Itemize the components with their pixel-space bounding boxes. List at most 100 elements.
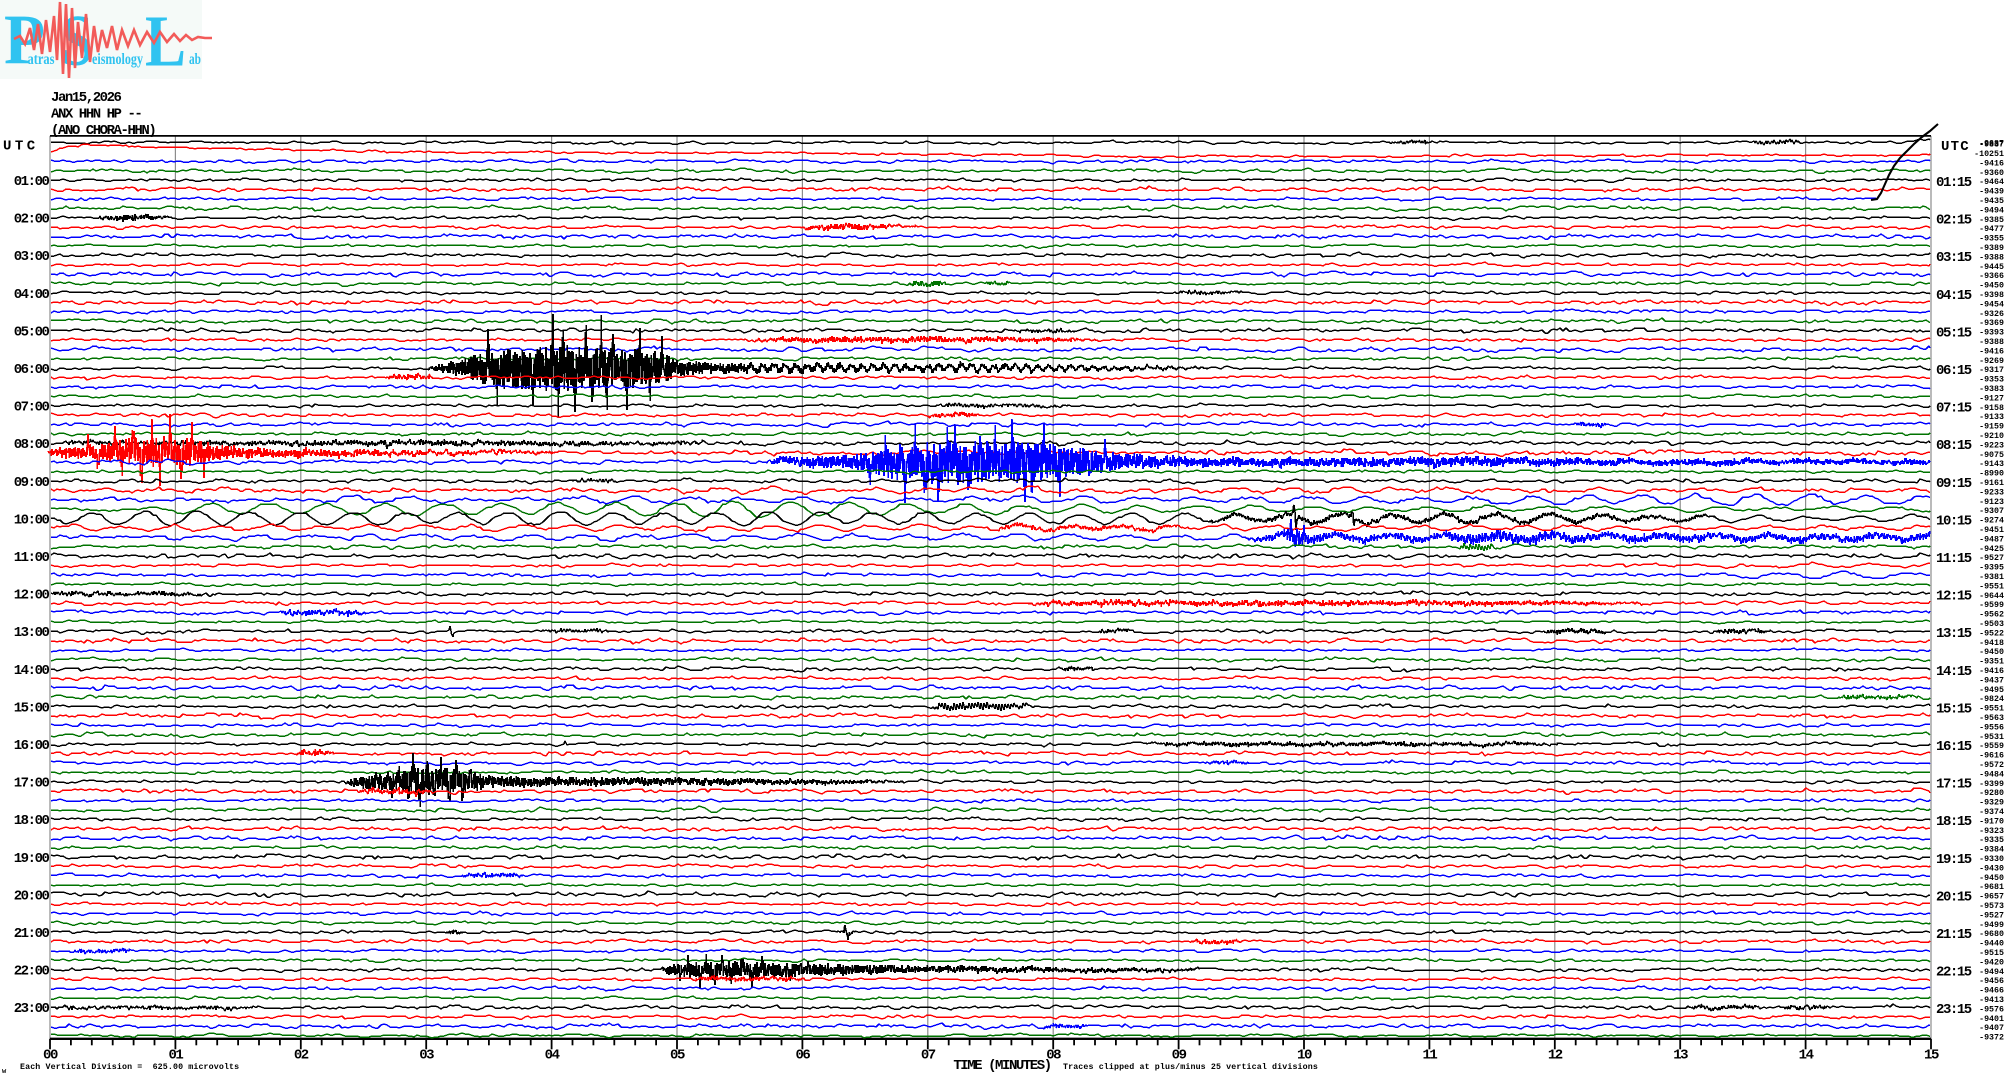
svg-text:-9435: -9435	[1979, 197, 2004, 206]
svg-text:-9388: -9388	[1979, 338, 2004, 347]
svg-text:-9307: -9307	[1979, 507, 2004, 516]
svg-text:Jan15,2026: Jan15,2026	[51, 90, 122, 106]
svg-text:21:15: 21:15	[1936, 927, 1972, 943]
svg-text:-9389: -9389	[1979, 244, 2004, 253]
svg-text:-9398: -9398	[1979, 291, 2004, 300]
svg-text:14:15: 14:15	[1936, 664, 1972, 680]
svg-text:-9323: -9323	[1979, 827, 2004, 836]
svg-text:w: w	[2, 1068, 7, 1076]
svg-text:-9681: -9681	[1979, 883, 2004, 892]
svg-text:-9416: -9416	[1979, 667, 2004, 676]
svg-text:-9388: -9388	[1979, 253, 2004, 262]
svg-text:-9551: -9551	[1979, 705, 2004, 714]
svg-text:-9385: -9385	[1979, 216, 2004, 225]
svg-text:-8990: -8990	[1979, 470, 2004, 479]
svg-text:13:15: 13:15	[1936, 626, 1972, 642]
svg-text:-9326: -9326	[1979, 310, 2004, 319]
svg-text:-9372: -9372	[1979, 1034, 2004, 1043]
svg-text:-9369: -9369	[1979, 319, 2004, 328]
svg-text:-9515: -9515	[1979, 949, 2004, 958]
svg-text:-10251: -10251	[1974, 150, 2004, 159]
svg-text:eismology: eismology	[92, 51, 143, 68]
svg-text:-9127: -9127	[1979, 394, 2004, 403]
svg-text:-9399: -9399	[1979, 780, 2004, 789]
svg-text:03:15: 03:15	[1936, 250, 1972, 266]
svg-text:21:00: 21:00	[14, 926, 50, 942]
svg-text:14:00: 14:00	[14, 663, 50, 679]
svg-text:-9527: -9527	[1979, 554, 2004, 563]
svg-text:-9383: -9383	[1979, 385, 2004, 394]
svg-text:11: 11	[1422, 1048, 1437, 1064]
svg-text:-9494: -9494	[1979, 206, 2004, 215]
svg-text:atras: atras	[28, 51, 55, 68]
svg-text:07:15: 07:15	[1936, 401, 1972, 417]
svg-text:05: 05	[670, 1048, 685, 1064]
svg-text:-9317: -9317	[1979, 366, 2004, 375]
svg-text:-9355: -9355	[1979, 235, 2004, 244]
svg-text:-9233: -9233	[1979, 488, 2004, 497]
svg-text:09:00: 09:00	[14, 475, 50, 491]
svg-text:-9158: -9158	[1979, 404, 2004, 413]
svg-text:-9170: -9170	[1979, 817, 2004, 826]
svg-text:11:00: 11:00	[14, 550, 50, 566]
svg-text:ANX HHN HP --: ANX HHN HP --	[51, 107, 141, 123]
svg-text:20:00: 20:00	[14, 888, 50, 904]
svg-text:04:15: 04:15	[1936, 288, 1972, 304]
svg-text:-9445: -9445	[1979, 263, 2004, 272]
svg-text:-9335: -9335	[1979, 836, 2004, 845]
svg-text:-9395: -9395	[1979, 564, 2004, 573]
svg-text:-9418: -9418	[1979, 639, 2004, 648]
svg-text:-9280: -9280	[1979, 789, 2004, 798]
svg-text:-9456: -9456	[1979, 977, 2004, 986]
svg-text:-9329: -9329	[1979, 799, 2004, 808]
svg-text:-9384: -9384	[1979, 846, 2004, 855]
svg-text:-9556: -9556	[1979, 723, 2004, 732]
svg-text:-9366: -9366	[1979, 272, 2004, 281]
svg-text:19:15: 19:15	[1936, 852, 1972, 868]
svg-text:-9499: -9499	[1979, 921, 2004, 930]
svg-text:-9407: -9407	[1979, 1024, 2004, 1033]
svg-text:05:15: 05:15	[1936, 325, 1972, 341]
svg-text:23:15: 23:15	[1936, 1002, 1972, 1018]
svg-text:Each Vertical Division = 625.: Each Vertical Division = 625.00 microvol…	[20, 1062, 239, 1072]
svg-text:-9487: -9487	[1979, 535, 2004, 544]
svg-text:-9484: -9484	[1979, 770, 2004, 779]
svg-text:06:15: 06:15	[1936, 363, 1972, 379]
svg-text:-9562: -9562	[1979, 611, 2004, 620]
svg-text:12:15: 12:15	[1936, 589, 1972, 605]
svg-text:-9450: -9450	[1979, 282, 2004, 291]
svg-text:Traces clipped at plus/minus 2: Traces clipped at plus/minus 25 vertical…	[1063, 1062, 1318, 1072]
svg-text:09:15: 09:15	[1936, 476, 1972, 492]
svg-text:16:00: 16:00	[14, 738, 50, 754]
svg-text:ab: ab	[189, 51, 201, 68]
svg-text:-9416: -9416	[1979, 347, 2004, 356]
svg-text:06: 06	[795, 1048, 810, 1064]
svg-text:-9440: -9440	[1979, 940, 2004, 949]
svg-text:-9381: -9381	[1979, 573, 2004, 582]
svg-text:-9522: -9522	[1979, 629, 2004, 638]
svg-text:(ANO CHORA-HHN): (ANO CHORA-HHN)	[51, 123, 155, 139]
svg-text:02: 02	[294, 1048, 309, 1064]
svg-text:09: 09	[1172, 1048, 1187, 1064]
svg-text:10:00: 10:00	[14, 512, 50, 528]
svg-text:-9439: -9439	[1979, 188, 2004, 197]
svg-text:-9353: -9353	[1979, 376, 2004, 385]
svg-text:-9466: -9466	[1979, 987, 2004, 996]
svg-text:01: 01	[168, 1048, 183, 1064]
svg-text:01:15: 01:15	[1936, 175, 1972, 191]
svg-text:-9416: -9416	[1979, 159, 2004, 168]
svg-text:-9551: -9551	[1979, 582, 2004, 591]
svg-text:-9223: -9223	[1979, 441, 2004, 450]
svg-text:-9464: -9464	[1979, 178, 2004, 187]
svg-text:-9374: -9374	[1979, 808, 2004, 817]
svg-text:-9559: -9559	[1979, 742, 2004, 751]
svg-text:00: 00	[43, 1048, 58, 1064]
svg-text:08:00: 08:00	[14, 437, 50, 453]
svg-text:04:00: 04:00	[14, 287, 50, 303]
svg-text:-9572: -9572	[1979, 761, 2004, 770]
svg-text:18:00: 18:00	[14, 813, 50, 829]
svg-text:-9616: -9616	[1979, 752, 2004, 761]
svg-text:13: 13	[1673, 1048, 1688, 1064]
svg-text:02:00: 02:00	[14, 212, 50, 228]
svg-text:-9527: -9527	[1979, 911, 2004, 920]
